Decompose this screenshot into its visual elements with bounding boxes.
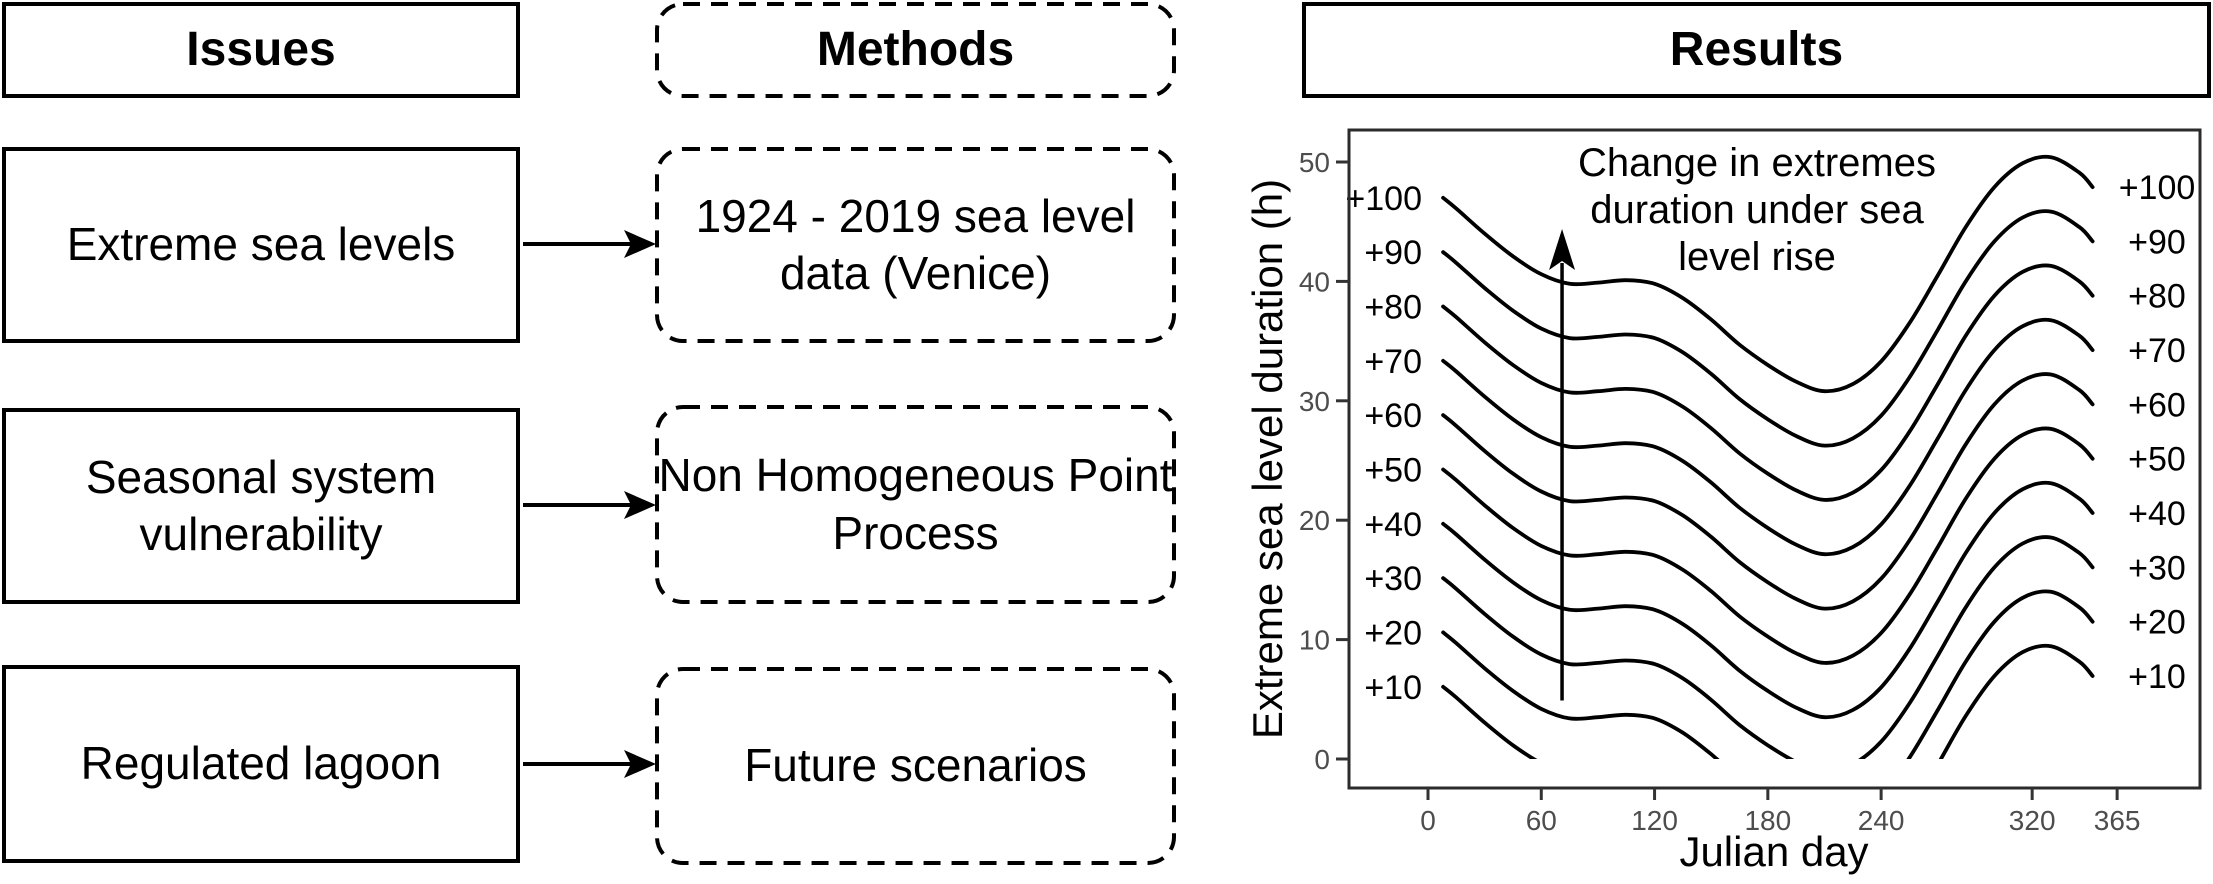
x-tick-label-60: 60 [1526,805,1557,836]
curve-label-left-+40: +40 [1364,506,1422,544]
curve-label-right-+100: +100 [2119,169,2196,207]
curve-+20 [1441,589,2095,759]
curve-label-right-+40: +40 [2128,495,2186,533]
curve-+50 [1441,426,2095,665]
curve-label-left-+20: +20 [1364,614,1422,652]
methods-header-border [655,2,1176,98]
flow-arrow-head-2 [624,491,656,519]
method-box-sea-level-data: 1924 - 2019 sea level data (Venice) [655,147,1176,343]
method-box-nhpp: Non Homogeneous Point Process [655,405,1176,604]
curve-+10 [1441,643,2095,759]
x-tick-label-0: 0 [1420,805,1436,836]
curve-label-left-+30: +30 [1364,560,1422,598]
curve-+90 [1441,209,2095,448]
curve-+70 [1441,317,2095,557]
flow-arrow-head-1 [624,230,656,258]
results-header-box: Results [1302,2,2211,98]
curve-+60 [1441,372,2095,611]
curve-label-right-+10: +10 [2128,658,2186,696]
curve-label-left-+100: +100 [1345,180,1422,218]
curve-label-left-+10: +10 [1364,669,1422,707]
x-tick-label-320: 320 [2009,805,2056,836]
x-tick-label-240: 240 [1858,805,1905,836]
curve-+100 [1441,154,2095,394]
curve-label-right-+30: +30 [2128,549,2186,587]
curve-+40 [1441,480,2095,720]
issue-box-seasonal-system-vulnerability: Seasonal system vulnerability [2,408,520,604]
method-box-1-border [655,147,1176,343]
y-tick-label-30: 30 [1299,386,1330,417]
curve-label-left-+60: +60 [1364,397,1422,435]
x-tick-label-120: 120 [1631,805,1678,836]
curve-label-right-+80: +80 [2128,278,2186,316]
method-box-3-border [655,667,1176,865]
method-box-future-scenarios: Future scenarios [655,667,1176,865]
curve-label-left-+90: +90 [1364,234,1422,272]
curve-label-right-+60: +60 [2128,386,2186,424]
x-axis-title: Julian day [1679,828,1868,875]
curve-label-left-+70: +70 [1364,343,1422,381]
y-tick-label-50: 50 [1299,147,1330,178]
curve-label-left-+50: +50 [1364,451,1422,489]
y-tick-label-20: 20 [1299,505,1330,536]
y-tick-label-10: 10 [1299,625,1330,656]
y-axis-title: Extreme sea level duration (h) [1244,179,1291,739]
y-tick-label-40: 40 [1299,266,1330,297]
annotation-arrow-head [1549,229,1576,270]
curve-+80 [1441,263,2095,502]
issues-header-box: Issues [2,2,520,98]
curve-label-right-+20: +20 [2128,604,2186,642]
x-tick-label-365: 365 [2094,805,2141,836]
method-box-2-border [655,405,1176,604]
issue-box-regulated-lagoon: Regulated lagoon [2,665,520,863]
curve-label-right-+90: +90 [2128,223,2186,261]
y-tick-label-0: 0 [1314,744,1330,775]
curve-label-right-+70: +70 [2128,332,2186,370]
annotation-text: Change in extremes duration under sea leve… [1578,141,1936,279]
issue-box-extreme-sea-levels: Extreme sea levels [2,147,520,343]
plot-panel-border [1347,128,2202,790]
curve-label-left-+80: +80 [1364,288,1422,326]
flow-arrow-head-3 [624,750,656,778]
x-tick-label-180: 180 [1744,805,1791,836]
curve-+30 [1441,535,2095,759]
methods-header-box: Methods [655,2,1176,98]
curve-label-right-+50: +50 [2128,441,2186,479]
